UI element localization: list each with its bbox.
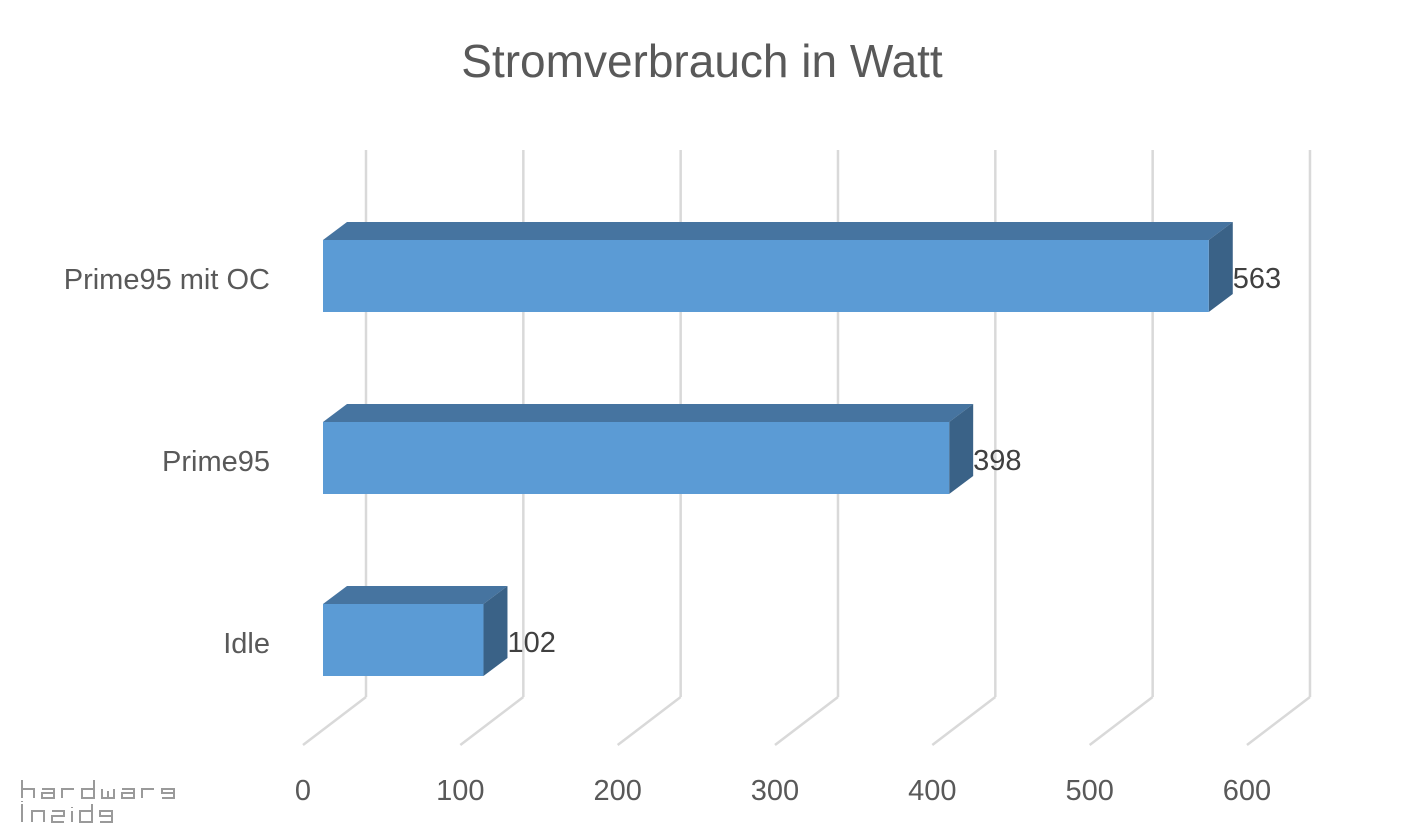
category-label: Prime95 bbox=[162, 446, 270, 478]
bar-side-face bbox=[1208, 222, 1233, 312]
bar-top-face bbox=[323, 586, 508, 604]
category-label: Prime95 mit OC bbox=[64, 264, 270, 296]
floor-gridline bbox=[774, 696, 839, 746]
category-labels: Prime95 mit OC Prime95 Idle bbox=[64, 264, 270, 660]
bar-side-face bbox=[483, 586, 508, 676]
floor-gridline bbox=[616, 696, 682, 746]
x-tick-label: 0 bbox=[295, 775, 311, 807]
floor-gridline bbox=[1088, 696, 1154, 746]
x-tick-label: 300 bbox=[751, 775, 799, 807]
data-label: 563 bbox=[1233, 263, 1281, 295]
x-tick-label: 600 bbox=[1223, 775, 1271, 807]
x-tick-label: 500 bbox=[1065, 775, 1113, 807]
chart-title: Stromverbrauch in Watt bbox=[461, 35, 943, 87]
bar-top-face bbox=[323, 222, 1233, 240]
x-tick-label: 200 bbox=[593, 775, 641, 807]
bar-top-face bbox=[323, 404, 974, 422]
floor-gridline bbox=[1246, 696, 1311, 746]
data-label: 398 bbox=[973, 445, 1021, 477]
floor-gridline bbox=[459, 696, 525, 746]
floor-gridline bbox=[302, 696, 367, 746]
bar bbox=[323, 422, 950, 494]
x-tick-label: 400 bbox=[908, 775, 956, 807]
x-tick-label: 100 bbox=[436, 775, 484, 807]
hardware-inside-logo bbox=[21, 780, 175, 823]
x-axis-tick-labels: 0 100 200 300 400 500 600 bbox=[295, 775, 1271, 807]
bar-series: 563 398 102 bbox=[323, 222, 1281, 676]
floor-gridline bbox=[931, 696, 997, 746]
category-label: Idle bbox=[223, 628, 270, 660]
data-label: 102 bbox=[507, 627, 555, 659]
bar bbox=[323, 240, 1209, 312]
bar bbox=[323, 604, 484, 676]
bar-side-face bbox=[949, 404, 974, 494]
